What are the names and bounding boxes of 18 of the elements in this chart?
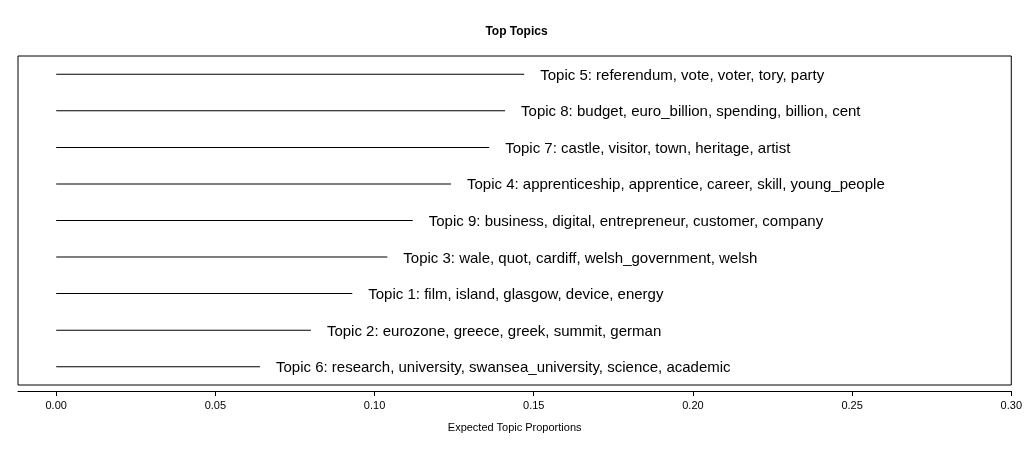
y-tick-label: Topic 4: apprenticeship, apprentice, career, skill, young_people — [466, 175, 885, 193]
x-tick-label: 0.20 — [682, 398, 704, 411]
y-tick-label: Topic 6: research, university, swansea_university, science, academic — [275, 358, 732, 376]
y-tick-label: Topic 9: business, digital, entrepreneur, customer, company — [428, 212, 824, 229]
x-tick-label: 0.25 — [841, 398, 863, 411]
chart-title: Top Topics — [485, 24, 548, 38]
y-tick-label: Topic 3: wale, quot, cardiff, welsh_government, welsh — [403, 248, 758, 266]
y-tick-label: Topic 8: budget, euro_billion, spending, billion, cent — [521, 102, 862, 120]
y-tick-label: Topic 5: referendum, vote, voter, tory, party — [540, 65, 825, 83]
y-tick-label: Topic 7: castle, visitor, town, heritage, artist — [505, 138, 792, 156]
x-axis-title: Expected Topic Proportions — [447, 420, 582, 433]
y-tick-label: Topic 1: film, island, glasgow, device, energy — [368, 285, 664, 303]
x-tick-label: 0.00 — [45, 398, 67, 411]
x-tick-label: 0.30 — [1000, 398, 1023, 411]
y-tick-label: Topic 2: eurozone, greece, greek, summit, german — [326, 321, 662, 339]
x-tick-label: 0.15 — [523, 398, 545, 411]
x-tick-label: 0.10 — [363, 398, 386, 411]
x-tick-label: 0.05 — [204, 398, 227, 411]
